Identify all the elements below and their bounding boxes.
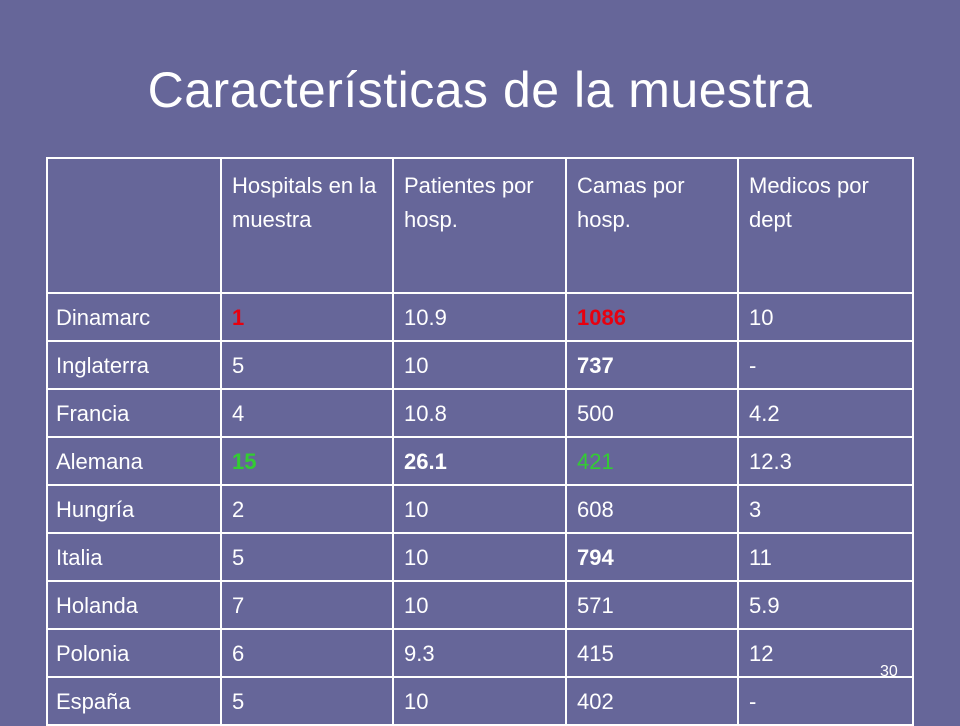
medicos-cell: 10 <box>737 292 914 342</box>
country-cell: Polonia <box>46 628 222 678</box>
patientes-cell: 10 <box>392 340 567 390</box>
table-row: Alemana 15 26.1 421 12.3 <box>46 436 914 486</box>
header-empty-cell <box>46 157 222 294</box>
country-cell: Dinamarc <box>46 292 222 342</box>
medicos-cell: 4.2 <box>737 388 914 438</box>
country-cell: Francia <box>46 388 222 438</box>
hospitals-cell: 15 <box>220 436 394 486</box>
medicos-cell: 12 <box>737 628 914 678</box>
medicos-cell: - <box>737 676 914 726</box>
camas-cell: 415 <box>565 628 739 678</box>
sample-characteristics-table: Hospitals en la muestra Patientes por ho… <box>46 157 914 726</box>
hospitals-cell: 5 <box>220 532 394 582</box>
hospitals-cell: 1 <box>220 292 394 342</box>
table-row: Polonia 6 9.3 415 12 <box>46 628 914 678</box>
hospitals-cell: 2 <box>220 484 394 534</box>
patientes-cell: 9.3 <box>392 628 567 678</box>
page-number: 30 <box>880 663 898 680</box>
country-cell: España <box>46 676 222 726</box>
patientes-cell: 10.8 <box>392 388 567 438</box>
patientes-cell: 10 <box>392 676 567 726</box>
table-row: Holanda 7 10 571 5.9 <box>46 580 914 630</box>
camas-cell: 794 <box>565 532 739 582</box>
slide-title: Características de la muestra <box>147 62 813 118</box>
hospitals-cell: 5 <box>220 676 394 726</box>
table-row: Italia 5 10 794 11 <box>46 532 914 582</box>
patientes-cell: 10 <box>392 484 567 534</box>
medicos-cell: 11 <box>737 532 914 582</box>
camas-cell: 402 <box>565 676 739 726</box>
table-row: Hungría 2 10 608 3 <box>46 484 914 534</box>
patientes-cell: 10.9 <box>392 292 567 342</box>
camas-cell: 500 <box>565 388 739 438</box>
header-camas: Camas por hosp. <box>565 157 739 294</box>
header-patientes: Patientes por hosp. <box>392 157 567 294</box>
hospitals-cell: 4 <box>220 388 394 438</box>
table-row: Dinamarc 1 10.9 1086 10 <box>46 292 914 342</box>
medicos-cell: - <box>737 340 914 390</box>
medicos-cell: 5.9 <box>737 580 914 630</box>
country-cell: Hungría <box>46 484 222 534</box>
country-cell: Holanda <box>46 580 222 630</box>
camas-cell: 421 <box>565 436 739 486</box>
table-row: España 5 10 402 - <box>46 676 914 726</box>
table-row: Inglaterra 5 10 737 - <box>46 340 914 390</box>
country-cell: Italia <box>46 532 222 582</box>
medicos-cell: 3 <box>737 484 914 534</box>
country-cell: Alemana <box>46 436 222 486</box>
patientes-cell: 26.1 <box>392 436 567 486</box>
patientes-cell: 10 <box>392 580 567 630</box>
camas-cell: 608 <box>565 484 739 534</box>
hospitals-cell: 6 <box>220 628 394 678</box>
table-header-row: Hospitals en la muestra Patientes por ho… <box>46 157 914 294</box>
table-row: Francia 4 10.8 500 4.2 <box>46 388 914 438</box>
hospitals-cell: 7 <box>220 580 394 630</box>
header-medicos: Medicos por dept <box>737 157 914 294</box>
country-cell: Inglaterra <box>46 340 222 390</box>
camas-cell: 737 <box>565 340 739 390</box>
camas-cell: 571 <box>565 580 739 630</box>
hospitals-cell: 5 <box>220 340 394 390</box>
patientes-cell: 10 <box>392 532 567 582</box>
medicos-cell: 12.3 <box>737 436 914 486</box>
camas-cell: 1086 <box>565 292 739 342</box>
header-hospitals: Hospitals en la muestra <box>220 157 394 294</box>
